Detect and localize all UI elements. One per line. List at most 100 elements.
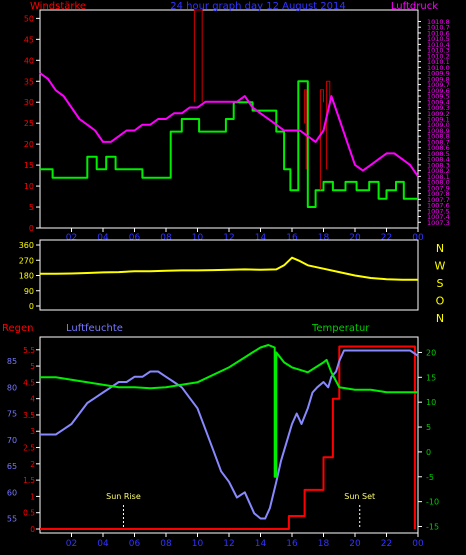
regen-y-tick-label: 2: [30, 460, 35, 469]
pressure-series: [39, 72, 419, 177]
regen-y-tick-label: 1.5: [23, 476, 35, 485]
wind-y-tick-label: 45: [24, 35, 34, 44]
pressure-y-tick-label: 1010.8: [427, 18, 450, 26]
pressure-y-tick-label: 1010.1: [427, 58, 450, 66]
wind-y-tick-label: 0: [29, 224, 34, 233]
regen-y-tick-label: 4: [30, 395, 35, 404]
direction-y-tick-label: 90: [24, 287, 34, 296]
pressure-y-tick-label: 1009.6: [427, 87, 450, 95]
top-x-tick-label: 22: [381, 233, 392, 243]
humidity-series: [40, 349, 419, 520]
pressure-y-tick-label: 1010.2: [427, 52, 450, 60]
pressure-y-tick-label: 1008.3: [427, 161, 450, 169]
regen-y-tick-label: 5: [30, 362, 35, 371]
pressure-y-tick-label: 1008.5: [427, 150, 450, 158]
luftfeuchte-y-tick-label: 75: [7, 410, 17, 419]
temp-y-tick-label: -5: [426, 473, 434, 482]
bottom-x-tick-label: 18: [318, 539, 330, 549]
bottom-x-tick-label: 06: [129, 539, 141, 549]
luftfeuchte-y-tick-label: 70: [7, 436, 17, 445]
gust-series: [304, 89, 307, 170]
compass-label: S: [437, 277, 444, 290]
pressure-y-tick-label: 1009.5: [427, 93, 450, 101]
gust-series: [326, 80, 331, 170]
pressure-y-tick-label: 1009.7: [427, 81, 450, 89]
pressure-y-tick-label: 1009.8: [427, 75, 450, 83]
top-x-tick-label: 06: [129, 233, 141, 243]
top-panel-title: 24 hour graph day 12 August 2014: [170, 1, 346, 12]
regen-y-tick-label: 3.5: [23, 411, 35, 420]
regen-y-tick-label: 0.5: [23, 509, 35, 518]
top-x-tick-label: 14: [255, 233, 267, 243]
temp-y-tick-label: 10: [426, 398, 436, 407]
pressure-y-tick-label: 1010.7: [427, 24, 450, 32]
direction-y-tick-label: 0: [29, 302, 34, 311]
temp-y-tick-label: -15: [426, 523, 439, 532]
pressure-y-tick-label: 1008.1: [427, 173, 450, 181]
temperatur-axis-label: Temperatur: [311, 323, 370, 334]
top-x-tick-label: 00: [412, 233, 424, 243]
wind-y-tick-label: 25: [24, 119, 34, 128]
compass-label: W: [435, 260, 446, 273]
top-x-tick-label: 18: [318, 233, 330, 243]
pressure-y-tick-label: 1007.3: [427, 219, 450, 227]
temp-y-tick-label: -10: [426, 498, 439, 507]
pressure-y-tick-label: 1007.8: [427, 190, 450, 198]
bottom-x-tick-label: 10: [192, 539, 204, 549]
regen-y-tick-label: 3: [30, 427, 35, 436]
top-x-tick-label: 02: [66, 233, 77, 243]
pressure-y-tick-label: 1007.7: [427, 196, 450, 204]
wind-y-tick-label: 40: [24, 56, 34, 65]
wind-y-tick-label: 5: [29, 203, 34, 212]
pressure-y-tick-label: 1009.2: [427, 110, 450, 118]
bottom-x-tick-label: 08: [160, 539, 172, 549]
bottom-x-tick-label: 12: [223, 539, 234, 549]
luftfeuchte-y-tick-label: 60: [7, 488, 17, 497]
pressure-y-tick-label: 1010.3: [427, 47, 450, 55]
temp-y-tick-label: 5: [426, 423, 431, 432]
top-x-tick-label: 10: [192, 233, 204, 243]
pressure-y-tick-label: 1009.4: [427, 98, 450, 106]
wind-y-tick-label: 30: [24, 98, 34, 107]
pressure-y-tick-label: 1008.4: [427, 156, 450, 164]
pressure-y-tick-label: 1010.0: [427, 64, 450, 72]
pressure-y-tick-label: 1009.3: [427, 104, 450, 112]
pressure-y-tick-label: 1009.1: [427, 116, 450, 124]
wind-series: [40, 80, 418, 208]
top-x-tick-label: 16: [286, 233, 298, 243]
top-left-axis-label: Windstärke: [30, 1, 86, 12]
bottom-x-tick-label: 22: [381, 539, 392, 549]
regen-y-tick-label: 0: [30, 525, 35, 534]
direction-series: [40, 256, 418, 281]
top-x-tick-label: 08: [160, 233, 172, 243]
pressure-y-tick-label: 1009.9: [427, 70, 450, 78]
regen-y-tick-label: 2.5: [23, 444, 35, 453]
pressure-y-tick-label: 1009.0: [427, 121, 450, 129]
top-right-axis-label: Luftdruck: [391, 1, 438, 12]
regen-y-tick-label: 4.5: [23, 378, 35, 387]
compass-label: O: [436, 295, 445, 308]
wind-y-tick-label: 50: [24, 14, 34, 23]
compass-label: N: [436, 242, 444, 255]
pressure-y-tick-label: 1008.8: [427, 133, 450, 141]
temp-y-tick-label: 15: [426, 373, 436, 382]
pressure-y-tick-label: 1007.6: [427, 202, 450, 210]
luftfeuchte-y-tick-label: 80: [7, 383, 17, 392]
pressure-y-tick-label: 1010.6: [427, 29, 450, 37]
top-x-tick-label: 12: [223, 233, 234, 243]
sunrise-label: Sun Rise: [106, 492, 141, 501]
wind-y-tick-label: 10: [24, 182, 34, 191]
pressure-y-tick-label: 1008.0: [427, 179, 450, 187]
pressure-y-tick-label: 1007.4: [427, 213, 450, 221]
bottom-x-tick-label: 04: [97, 539, 109, 549]
pressure-y-tick-label: 1008.9: [427, 127, 450, 135]
top-x-tick-label: 20: [349, 233, 361, 243]
direction-y-tick-label: 360: [19, 241, 34, 250]
top-x-tick-label: 04: [97, 233, 109, 243]
direction-y-tick-label: 180: [19, 272, 34, 281]
luftfeuchte-axis-label: Luftfeuchte: [66, 323, 123, 334]
pressure-y-tick-label: 1007.5: [427, 207, 450, 215]
gust-series: [193, 9, 203, 103]
regen-y-tick-label: 1: [30, 492, 35, 501]
gust-series: [319, 89, 324, 191]
